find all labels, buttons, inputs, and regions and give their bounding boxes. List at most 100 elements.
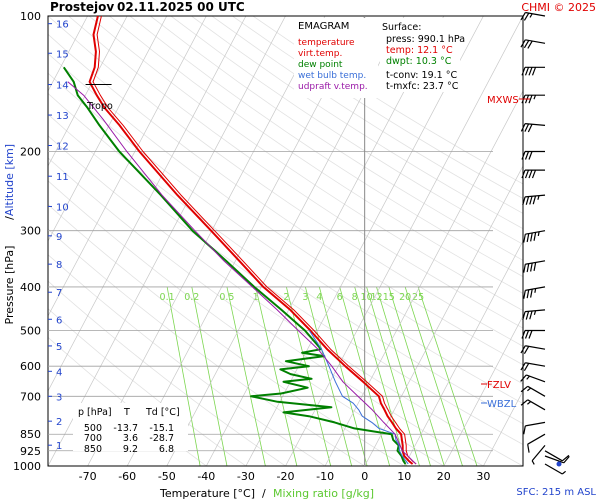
dry-adiabat xyxy=(48,72,523,404)
temperature-tick-label: 0 xyxy=(361,470,368,483)
y-axis-title: Pressure [hPa] xyxy=(3,246,16,325)
dry-adiabat xyxy=(150,16,523,261)
wind-barb-flag xyxy=(523,12,530,21)
altitude-tick-label: 16 xyxy=(56,20,69,31)
sfc-label: SFC: 215 m ASL xyxy=(516,487,596,498)
pressure-tick-label: 850 xyxy=(20,428,41,441)
wind-barb-staff xyxy=(544,455,564,464)
mixing-ratio-line xyxy=(191,286,228,466)
wind-barb-flag xyxy=(531,67,537,76)
altitude-tick-label: 7 xyxy=(56,288,62,299)
x-axis-slash: / xyxy=(262,487,266,500)
dry-adiabat xyxy=(48,16,523,347)
wind-barb-flag xyxy=(526,233,530,243)
legend-item-updraft: udpraft v.temp. xyxy=(298,82,368,92)
wind-barb-half-flag xyxy=(534,288,537,293)
surface-press: press: 990.1 hPa xyxy=(386,34,465,45)
altitude-tick-label: 6 xyxy=(56,315,62,326)
wind-barb-staff xyxy=(544,463,563,475)
copyright-label: CHMI © 2025 xyxy=(521,1,596,14)
wind-barb xyxy=(520,385,546,397)
wind-barb-flag xyxy=(523,425,526,435)
wind-barb-flag xyxy=(528,169,533,179)
wind-barb xyxy=(522,194,546,206)
mixing-ratio-label: 10 xyxy=(361,292,373,303)
table-cell: -13.7 xyxy=(113,423,138,434)
wind-barb-flag xyxy=(524,123,530,132)
wind-barb-flag xyxy=(520,362,526,371)
wind-barb-half-flag xyxy=(531,460,535,465)
wind-barb-flag xyxy=(532,195,537,205)
wind-barb-flag xyxy=(525,311,530,320)
wind-barb-flag xyxy=(528,94,533,104)
wind-barb-flag xyxy=(523,363,530,371)
altitude-tick-label: 14 xyxy=(56,81,69,92)
mixing-ratio-label: 8 xyxy=(352,292,358,303)
mixing-ratio-label: 0.2 xyxy=(184,292,199,303)
mixing-ratio-line xyxy=(318,286,368,466)
altitude-tick-label: 15 xyxy=(56,49,69,60)
wind-barb xyxy=(521,150,545,160)
altitude-tick-label: 4 xyxy=(56,367,62,378)
pressure-tick-label: 600 xyxy=(20,360,41,373)
isotherm-line xyxy=(87,16,326,466)
wind-barb-flag xyxy=(523,346,530,354)
wind-barb xyxy=(520,362,546,371)
wind-barb-staff xyxy=(527,433,546,445)
wind-barb xyxy=(522,309,546,321)
wind-barb-flag xyxy=(527,444,530,453)
wind-barb-flag xyxy=(524,151,530,160)
mixing-ratio-line xyxy=(305,286,353,466)
temperature-tick-label: -50 xyxy=(158,470,176,483)
wind-barb xyxy=(531,445,546,465)
datetime-label: 02.11.2025 00 UTC xyxy=(117,0,245,14)
wind-barb-flag xyxy=(526,289,530,299)
wind-barb-flag xyxy=(530,262,533,272)
wind-barb xyxy=(520,345,546,354)
series-virtual-temperature xyxy=(92,16,417,465)
wind-barb-half-flag xyxy=(527,401,532,405)
table-cell: 500 xyxy=(84,423,102,434)
dry-adiabat xyxy=(211,16,523,214)
wind-barb-flag xyxy=(530,232,533,242)
pressure-tick-label: 1000 xyxy=(13,460,41,473)
pressure-tick-label: 300 xyxy=(20,225,41,238)
wind-barb xyxy=(521,169,545,179)
wind-barb-half-flag xyxy=(526,375,530,380)
wind-barb xyxy=(523,286,546,299)
series-dew-point xyxy=(62,66,407,465)
mixing-ratio-label: 4 xyxy=(316,292,322,303)
table-header-td: Td [°C] xyxy=(145,407,180,418)
legend-item-virt-temp: virt.temp. xyxy=(298,49,342,59)
wind-barb-flag xyxy=(523,40,530,49)
wind-barb-half-flag xyxy=(533,94,537,100)
altitude-tick-label: 5 xyxy=(56,342,62,353)
wind-barb-flag xyxy=(524,330,530,339)
table-cell: 9.2 xyxy=(123,444,138,455)
surface-dwpt: dwpt: 10.3 °C xyxy=(386,56,452,67)
isotherm-line xyxy=(364,165,523,466)
wind-barb-flag xyxy=(520,123,526,132)
wind-barb-flag xyxy=(521,169,526,179)
isotherm-line xyxy=(403,240,523,466)
surface-box xyxy=(380,18,460,92)
wind-barb-half-flag xyxy=(537,195,540,200)
wind-barb-flag xyxy=(520,374,527,382)
dry-adiabat xyxy=(109,16,523,294)
altitude-tick-label: 2 xyxy=(56,417,62,428)
dry-adiabat xyxy=(68,16,523,329)
wind-barb-flag xyxy=(524,169,530,179)
wind-barb-flag xyxy=(520,385,529,393)
pressure-tick-label: 100 xyxy=(20,10,41,23)
mixing-ratio-label: 12 xyxy=(370,292,382,303)
wind-barb xyxy=(544,455,570,464)
wind-barb xyxy=(523,230,546,243)
surface-temp: temp: 12.1 °C xyxy=(386,45,453,56)
temperature-tick-label: 20 xyxy=(437,470,451,483)
mixing-ratio-line xyxy=(366,286,420,466)
mixing-ratio-line xyxy=(376,286,431,466)
temperature-tick-label: 30 xyxy=(476,470,490,483)
x-axis-title: Temperature [°C] xyxy=(159,487,255,500)
altitude-tick-label: 8 xyxy=(56,260,62,271)
